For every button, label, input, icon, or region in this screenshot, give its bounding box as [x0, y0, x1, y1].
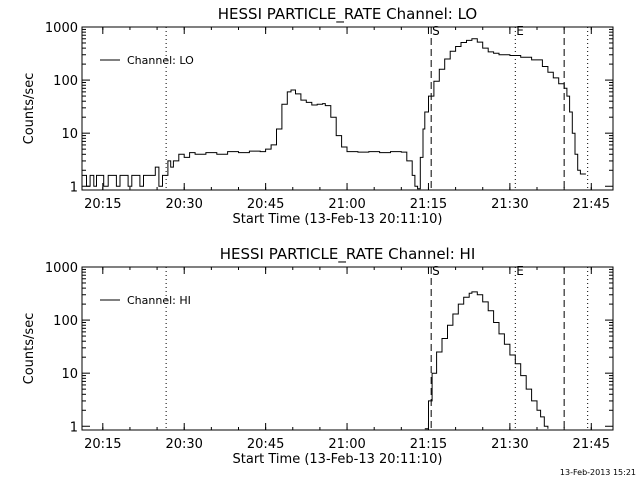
x-tick-label: 21:45 — [573, 437, 610, 452]
y-tick-label: 1000 — [45, 21, 78, 36]
y-tick-label: 100 — [53, 74, 78, 89]
y-tick-label: 10 — [61, 127, 78, 142]
x-tick-label: 21:45 — [573, 197, 610, 212]
panel-channel-lo: HESSI PARTICLE_RATE Channel: LO 20:15 20:3… — [22, 5, 614, 227]
plot-frame — [81, 266, 614, 431]
x-tick-label: 21:15 — [410, 197, 447, 212]
x-axis-label: Start Time (13-Feb-13 20:11:10) — [233, 452, 443, 467]
chart-title: HESSI PARTICLE_RATE Channel: LO — [218, 5, 477, 24]
y-axis-label: Counts/sec — [22, 73, 37, 145]
x-tick-label: 20:45 — [247, 437, 284, 452]
panel-channel-hi: HESSI PARTICLE_RATE Channel: HI 20:15 20:3… — [22, 245, 614, 467]
plot-frame — [81, 26, 614, 191]
x-tick-label: 21:30 — [491, 197, 528, 212]
x-tick-label: 21:00 — [328, 437, 365, 452]
x-tick-label: 20:30 — [165, 437, 202, 452]
y-tick-label: 10 — [61, 367, 78, 382]
chart-title: HESSI PARTICLE_RATE Channel: HI — [220, 245, 476, 264]
x-tick-label: 20:45 — [247, 197, 284, 212]
x-tick-label: 21:00 — [328, 197, 365, 212]
series-line — [424, 291, 549, 430]
x-tick-label: 20:15 — [84, 197, 121, 212]
marker-label-e: E — [516, 24, 524, 38]
marker-label-s: S — [432, 24, 440, 38]
timestamp-label: 13-Feb-2013 15:21 — [560, 468, 636, 477]
legend-label: Channel: HI — [127, 294, 191, 307]
x-tick-label: 20:30 — [165, 197, 202, 212]
marker-label-s: S — [432, 264, 440, 278]
y-tick-label: 1 — [70, 420, 78, 435]
x-axis-label: Start Time (13-Feb-13 20:11:10) — [233, 212, 443, 227]
x-tick-label: 21:15 — [410, 437, 447, 452]
series-line — [82, 38, 586, 190]
marker-label-e: E — [516, 264, 524, 278]
y-tick-label: 100 — [53, 314, 78, 329]
x-tick-label: 20:15 — [84, 437, 121, 452]
y-tick-label: 1 — [70, 180, 78, 195]
y-axis-label: Counts/sec — [22, 313, 37, 385]
legend-label: Channel: LO — [127, 54, 194, 67]
y-tick-label: 1000 — [45, 261, 78, 276]
x-tick-label: 21:30 — [491, 437, 528, 452]
